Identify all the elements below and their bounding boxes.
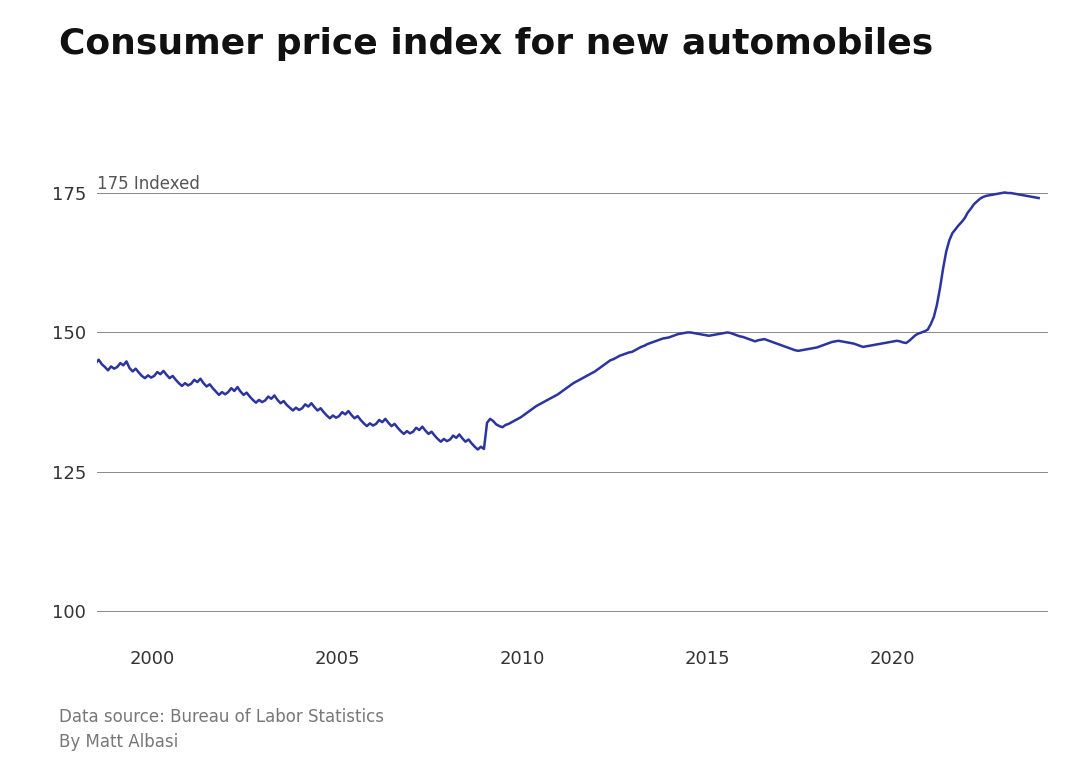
Text: 175 Indexed: 175 Indexed: [97, 175, 200, 193]
Text: Consumer price index for new automobiles: Consumer price index for new automobiles: [59, 27, 933, 61]
Text: Data source: Bureau of Labor Statistics
By Matt Albasi: Data source: Bureau of Labor Statistics …: [59, 708, 384, 751]
